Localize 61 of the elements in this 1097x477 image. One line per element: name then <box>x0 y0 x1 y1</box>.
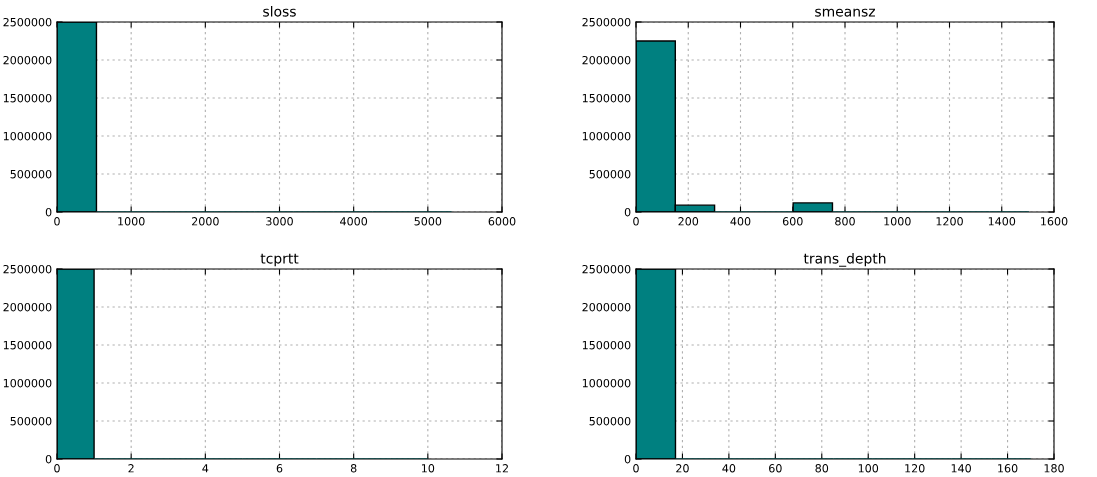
x-tick-label: 6 <box>276 464 283 473</box>
x-tick-label: 60 <box>769 464 782 473</box>
y-tick-label: 2000000 <box>582 55 631 65</box>
y-tick-label: 0 <box>624 207 631 217</box>
x-tick-label: 180 <box>1044 464 1064 473</box>
y-tick-label: 1500000 <box>582 93 631 103</box>
x-tick-label: 0 <box>633 217 639 226</box>
y-tick-label: 2000000 <box>582 302 631 312</box>
x-tick-label: 0 <box>54 464 60 473</box>
x-tick-label: 120 <box>905 464 925 473</box>
y-tick-label: 0 <box>45 454 52 464</box>
chart-title: sloss <box>263 5 296 17</box>
x-tick-label: 6000 <box>488 217 516 226</box>
x-tick-label: 3000 <box>266 217 293 226</box>
x-tick-label: 80 <box>815 464 829 473</box>
y-tick-label: 500000 <box>10 416 52 426</box>
x-tick-label: 4 <box>202 464 209 473</box>
y-tick-label: 1000000 <box>3 131 52 141</box>
y-tick-label: 1500000 <box>582 340 631 350</box>
chart-title: smeansz <box>815 8 875 17</box>
x-tick-label: 5000 <box>414 217 442 226</box>
y-tick-label: 1500000 <box>3 93 52 103</box>
x-tick-label: 10 <box>421 464 435 473</box>
x-tick-label: 1000 <box>118 217 145 226</box>
x-tick-label: 400 <box>730 217 751 226</box>
x-tick-label: 600 <box>782 217 803 226</box>
y-tick-label: 500000 <box>589 169 631 179</box>
y-tick-label: 2500000 <box>3 17 52 27</box>
x-tick-label: 0 <box>54 217 60 226</box>
y-tick-label: 0 <box>624 454 631 464</box>
x-tick-label: 1600 <box>1041 217 1068 226</box>
x-tick-label: 40 <box>722 464 736 473</box>
y-tick-label: 500000 <box>10 169 52 179</box>
x-tick-label: 0 <box>633 464 639 473</box>
x-tick-label: 100 <box>858 464 879 473</box>
y-tick-label: 1000000 <box>582 378 631 388</box>
x-tick-label: 12 <box>496 464 508 473</box>
x-tick-label: 1000 <box>884 217 911 226</box>
x-tick-label: 800 <box>835 217 855 226</box>
y-tick-label: 2500000 <box>582 264 631 274</box>
x-tick-label: 20 <box>676 464 689 473</box>
x-tick-label: 8 <box>350 464 357 473</box>
x-tick-label: 140 <box>951 464 971 473</box>
y-tick-label: 0 <box>45 207 52 217</box>
y-tick-label: 2500000 <box>582 17 631 27</box>
y-tick-label: 1000000 <box>3 378 52 388</box>
x-tick-label: 200 <box>678 217 699 226</box>
y-tick-label: 2000000 <box>3 302 52 312</box>
x-tick-label: 1400 <box>988 217 1016 226</box>
x-tick-label: 2000 <box>192 217 219 226</box>
y-tick-label: 500000 <box>589 416 631 426</box>
y-tick-label: 2500000 <box>3 264 52 274</box>
y-tick-label: 1000000 <box>582 131 631 141</box>
x-tick-label: 4000 <box>340 217 368 226</box>
y-tick-label: 2000000 <box>3 55 52 65</box>
y-tick-label: 1500000 <box>3 340 52 350</box>
x-tick-label: 160 <box>998 464 1018 473</box>
x-tick-label: 1200 <box>936 217 963 226</box>
chart-title: tcprtt <box>260 253 299 267</box>
chart-title: trans_depth <box>803 252 886 267</box>
x-tick-label: 2 <box>128 464 134 473</box>
